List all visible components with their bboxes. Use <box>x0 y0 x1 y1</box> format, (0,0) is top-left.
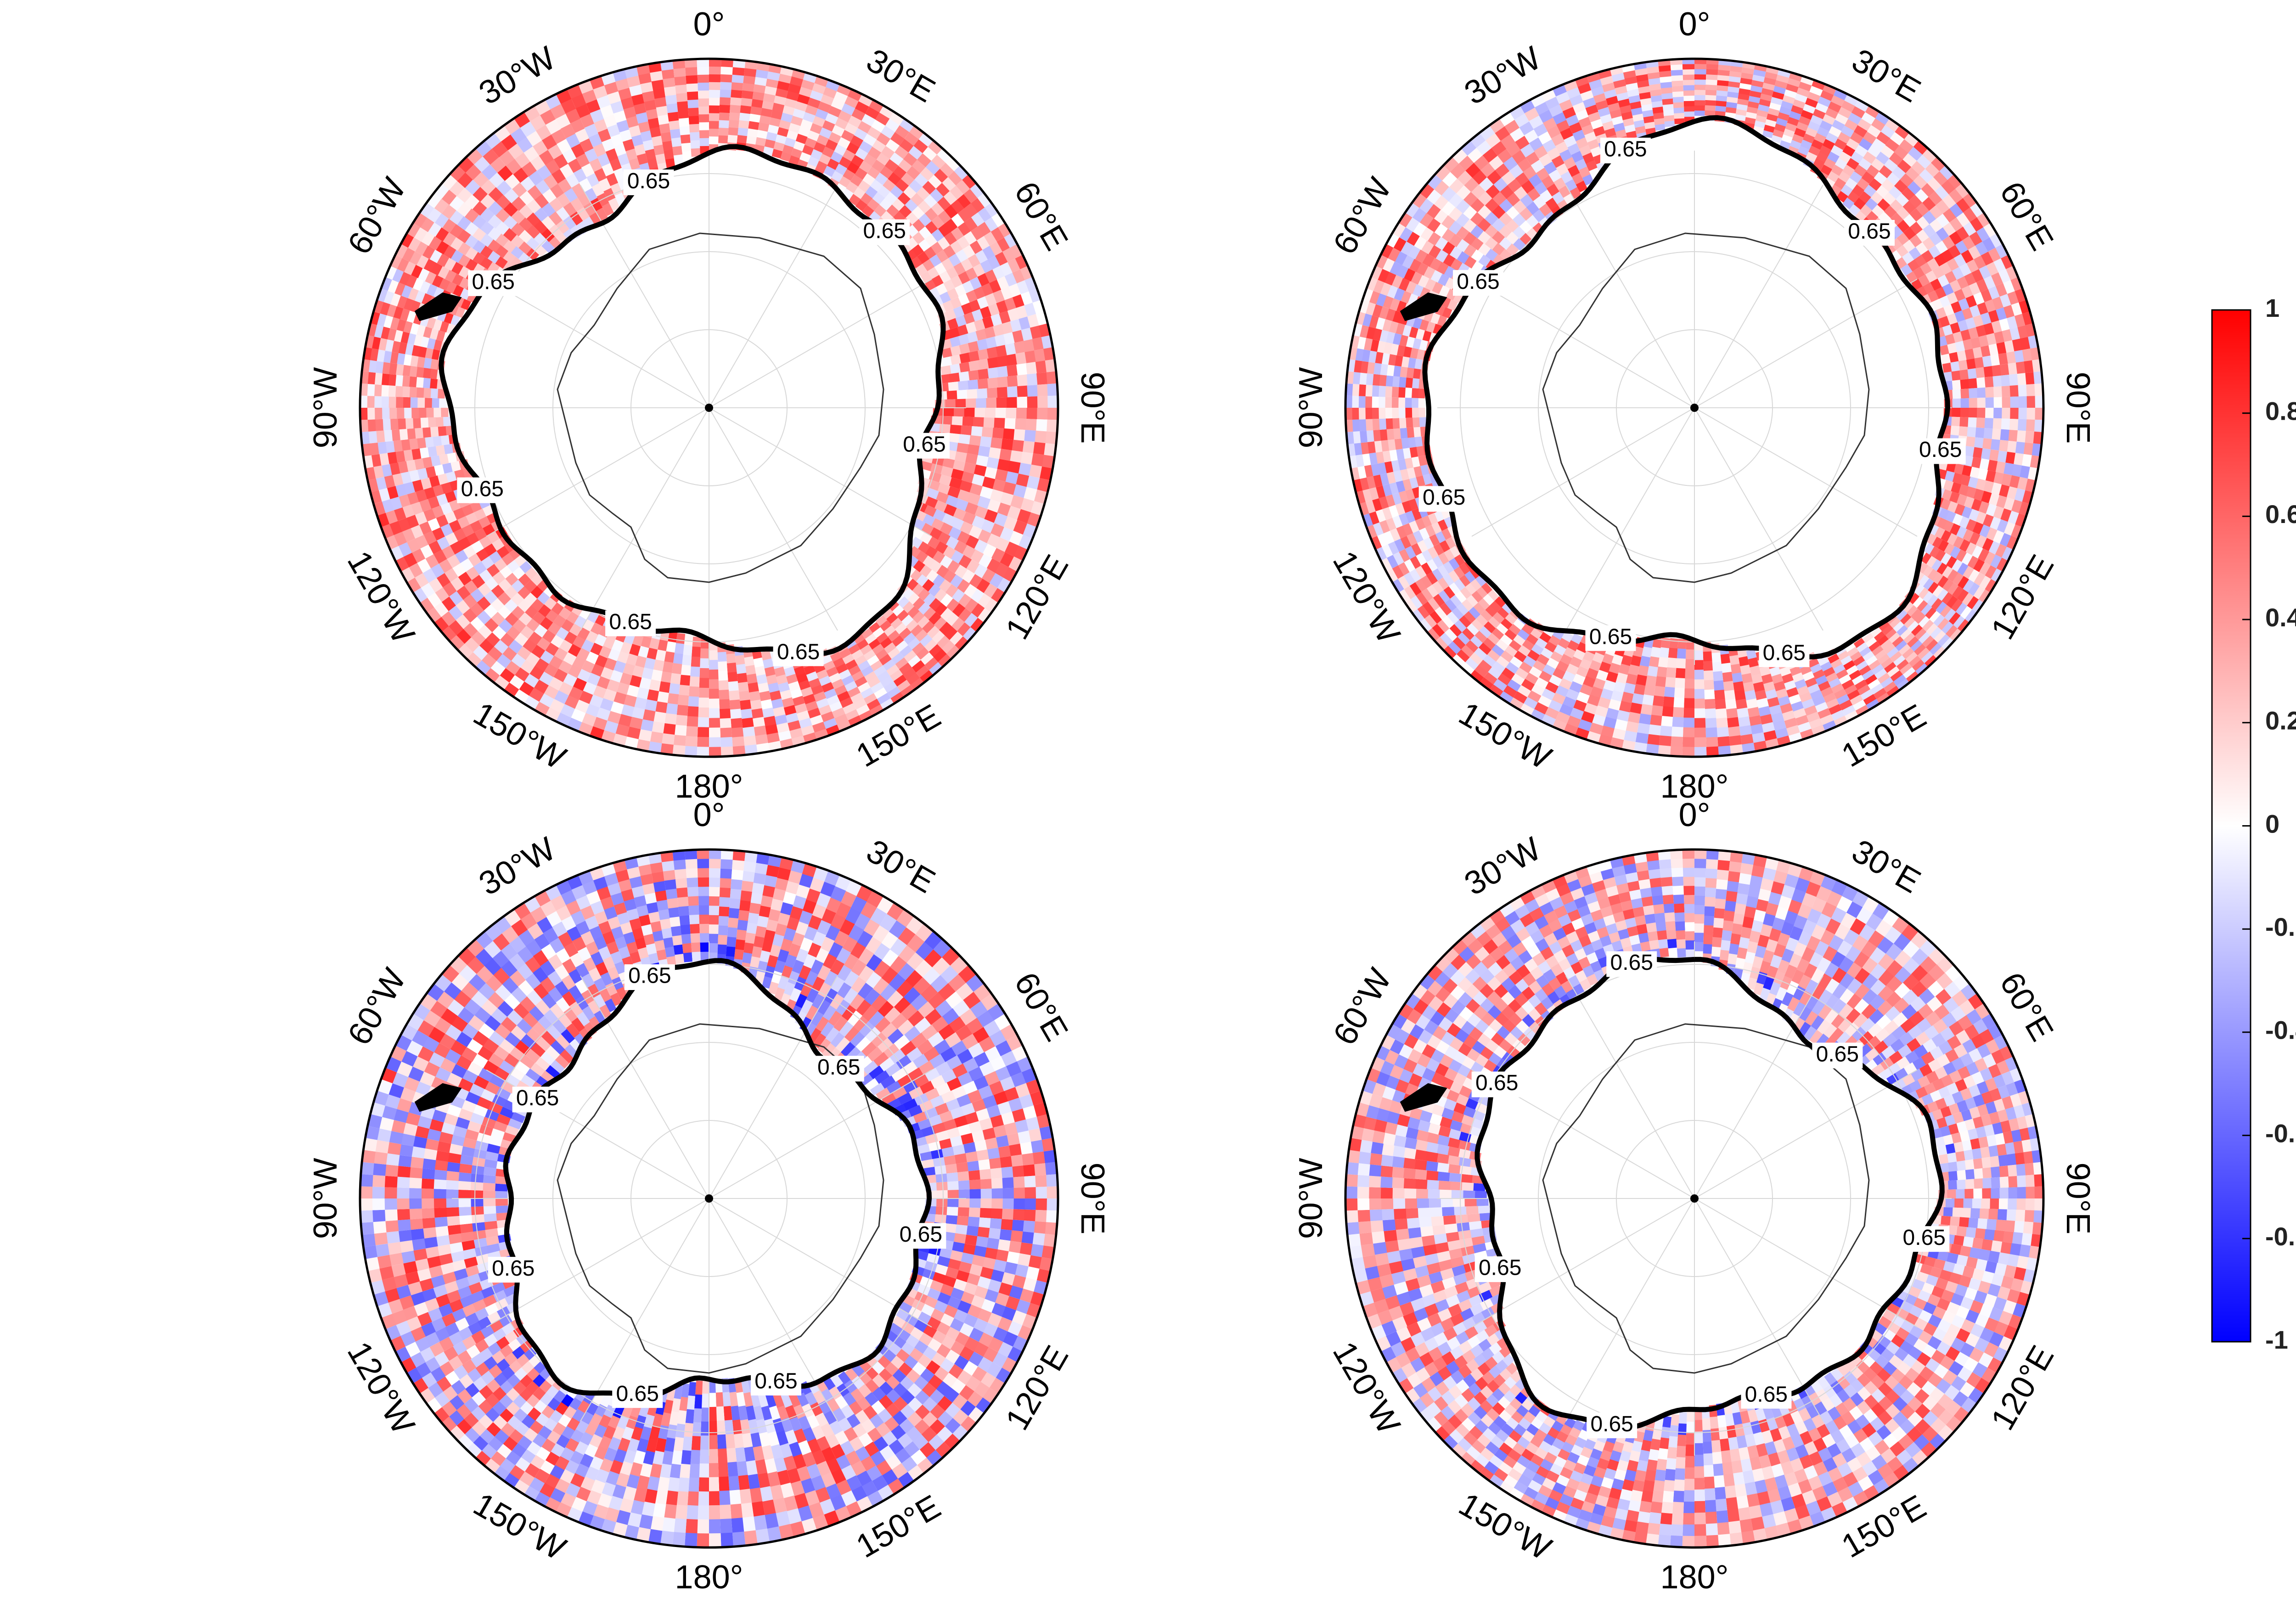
south-america-tip <box>414 1083 462 1112</box>
longitude-label: 90°E <box>2060 1163 2096 1235</box>
longitude-label: 180° <box>1660 768 1729 805</box>
map-panel-tr: 0.650.650.650.650.650.650.650°30°E60°E90… <box>1293 6 2096 805</box>
graticule <box>452 151 966 665</box>
contour-label: 0.65 <box>1475 1071 1518 1095</box>
colorbar: 10.80.60.40.20-0.2-0.4-0.6-0.8-1 MOD & W… <box>2211 293 2296 1354</box>
graticule <box>1437 941 1952 1456</box>
colorbar-tick-label: 0.4 <box>2265 603 2296 632</box>
contour-label: 0.65 <box>863 219 906 243</box>
longitude-label: 0° <box>1679 797 1711 833</box>
contour-label: 0.65 <box>1903 1226 1946 1250</box>
contour-label: 0.65 <box>1457 270 1499 294</box>
contour-label: 0.65 <box>627 169 670 193</box>
contour-label: 0.65 <box>492 1256 535 1281</box>
longitude-label: 0° <box>693 6 725 43</box>
longitude-label: 90°W <box>1293 367 1329 449</box>
map-panel-bl: 0.650.650.650.650.650.650.650°30°E60°E90… <box>307 797 1111 1596</box>
contour-label: 0.65 <box>1848 219 1891 244</box>
contour-label: 0.65 <box>1604 137 1647 161</box>
contour-label: 0.65 <box>516 1086 559 1110</box>
contour-label: 0.65 <box>1423 485 1465 510</box>
contour-label: 0.65 <box>1610 951 1653 975</box>
longitude-label: 180° <box>675 768 743 805</box>
south-america-tip <box>1400 292 1447 321</box>
contour-label: 0.65 <box>777 640 820 664</box>
contour-label: 0.65 <box>1919 438 1962 462</box>
longitude-label: 90°W <box>1293 1158 1329 1239</box>
contour-label: 0.65 <box>1816 1042 1859 1066</box>
longitude-label: 90°W <box>307 367 344 449</box>
correlation-grid <box>1345 850 2043 1547</box>
contour-label: 0.65 <box>754 1369 797 1394</box>
south-america-tip <box>414 292 462 321</box>
map-panel-tl: 0.650.650.650.650.650.650.650°30°E60°E90… <box>307 6 1111 805</box>
contour-label: 0.65 <box>616 1382 658 1406</box>
contour-label: 0.65 <box>903 432 945 456</box>
colorbar-tick-label: 1 <box>2265 293 2279 322</box>
contour-label: 0.65 <box>472 270 514 294</box>
map-frame <box>1344 848 2045 1549</box>
longitude-label: 180° <box>1660 1559 1729 1596</box>
contour-label: 0.65 <box>1763 641 1806 665</box>
colorbar-tick-label: -0.4 <box>2265 1016 2296 1045</box>
pole-marker <box>705 1194 713 1203</box>
contour-label: 0.65 <box>1479 1256 1521 1280</box>
longitude-label: 0° <box>1679 6 1711 43</box>
longitude-label: 180° <box>675 1559 743 1596</box>
pole-marker <box>705 404 713 412</box>
contour-label: 0.65 <box>461 477 504 501</box>
colorbar-ticks: 1 0.8 0.6 0.4 0.2 0 -0.2 -0.4 -0.6 -0.8 -1 <box>2242 293 2296 1354</box>
colorbar-tick-label: -1 <box>2265 1325 2288 1354</box>
longitude-label: 90°E <box>2060 372 2096 444</box>
antarctica-coastline <box>557 232 884 583</box>
contour-label: 0.65 <box>1590 1412 1633 1436</box>
map-frame <box>1344 57 2045 758</box>
contour-label: 0.65 <box>609 610 652 634</box>
colorbar-tick-label: -0.2 <box>2265 912 2296 941</box>
south-america-tip <box>1400 1083 1447 1112</box>
colorbar-tick-label: -0.8 <box>2265 1222 2296 1251</box>
colorbar-tick-label: 0 <box>2265 809 2279 838</box>
pole-marker <box>1690 404 1699 412</box>
correlation-grid <box>360 59 1058 757</box>
longitude-label: 0° <box>693 797 725 833</box>
colorbar-tick-label: 0.2 <box>2265 706 2296 735</box>
contour-label: 0.65 <box>628 964 671 988</box>
colorbar-tick-label: -0.6 <box>2265 1119 2296 1148</box>
longitude-label: 90°E <box>1074 1163 1111 1235</box>
longitude-label: 90°W <box>307 1158 344 1239</box>
colorbar-tick-label: 0.8 <box>2265 396 2296 425</box>
contour-label: 0.65 <box>900 1222 942 1247</box>
map-frame <box>359 848 1059 1549</box>
colorbar-tick-label: 0.6 <box>2265 500 2296 529</box>
contour-label: 0.65 <box>1589 624 1632 649</box>
antarctica-coastline <box>1542 1023 1870 1374</box>
antarctica-coastline <box>1542 232 1870 583</box>
map-panels: 0.650.650.650.650.650.650.650°30°E60°E90… <box>307 6 2096 1596</box>
longitude-label: 90°E <box>1074 372 1111 444</box>
map-frame <box>359 57 1059 758</box>
contour-label: 0.65 <box>817 1055 860 1080</box>
contour-label: 0.65 <box>1745 1382 1788 1406</box>
pole-marker <box>1690 1194 1699 1203</box>
map-panel-br: 0.650.650.650.650.650.650.650°30°E60°E90… <box>1293 797 2096 1596</box>
